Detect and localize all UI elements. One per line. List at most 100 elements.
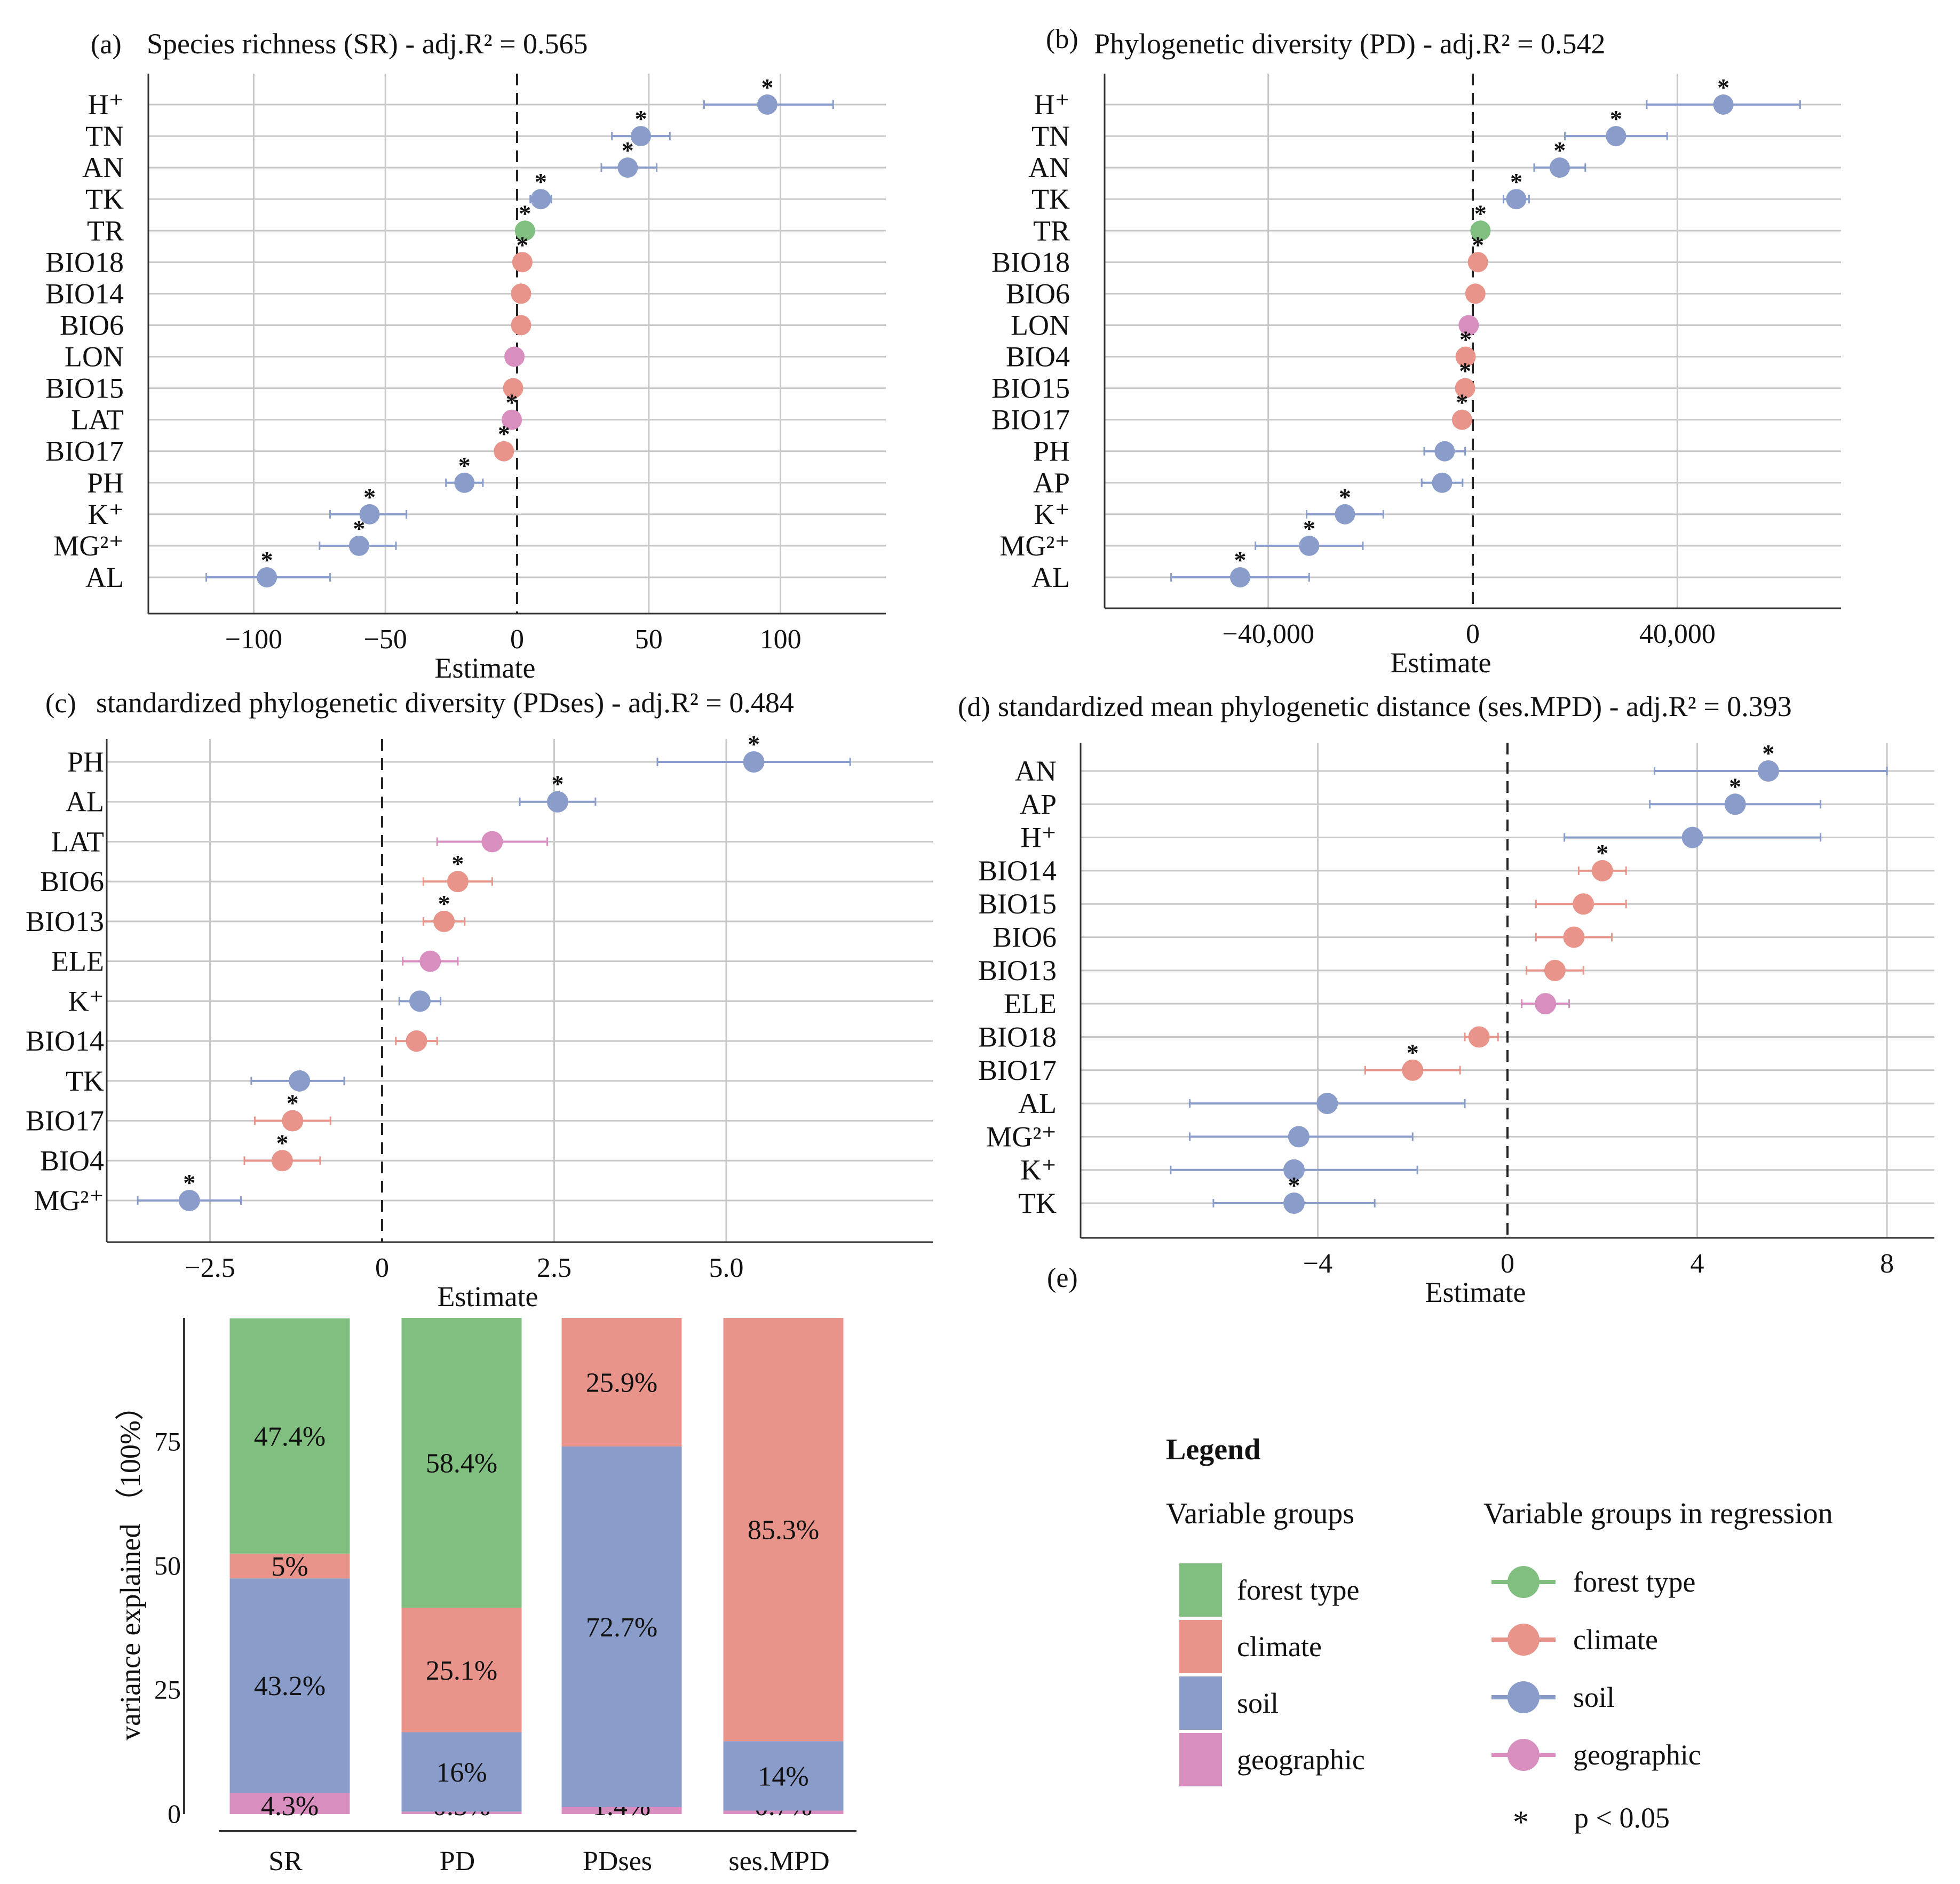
y-tick-label: BIO6 bbox=[60, 309, 124, 341]
legend-marker bbox=[1507, 1566, 1540, 1598]
estimate-point bbox=[1468, 1026, 1490, 1048]
estimate-point bbox=[1465, 283, 1486, 304]
estimate-point bbox=[743, 751, 765, 773]
significance-marker: * bbox=[1474, 200, 1487, 227]
estimate-point bbox=[1229, 567, 1250, 587]
y-tick-label: AN bbox=[1015, 755, 1057, 787]
estimate-point bbox=[282, 1110, 304, 1132]
legend-swatch-label: climate bbox=[1237, 1631, 1322, 1663]
estimate-point bbox=[530, 189, 551, 210]
estimate-point bbox=[1549, 157, 1570, 178]
legend-sig-symbol: * bbox=[1513, 1804, 1529, 1840]
bar-segment bbox=[561, 1318, 682, 1446]
estimate-point bbox=[1316, 1093, 1338, 1115]
panel-b-tag: (b) bbox=[1046, 24, 1078, 54]
y-tick-label: BIO4 bbox=[40, 1144, 104, 1176]
estimate-point bbox=[1470, 220, 1491, 241]
bar-value-label: 43.2% bbox=[254, 1671, 326, 1702]
estimate-point bbox=[1455, 378, 1475, 399]
y-tick-label: PH bbox=[67, 746, 104, 778]
panel-b-title: Phylogenetic diversity (PD) - adj.R² = 0… bbox=[1094, 28, 1606, 60]
x-tick-label: 0 bbox=[1466, 619, 1480, 649]
significance-marker: * bbox=[1510, 168, 1522, 195]
legend-swatch-label: geographic bbox=[1237, 1744, 1365, 1776]
bar-segment bbox=[401, 1811, 522, 1814]
significance-marker: * bbox=[1234, 546, 1246, 574]
estimate-point bbox=[512, 252, 533, 273]
significance-marker: * bbox=[519, 200, 531, 227]
y-tick-label: K⁺ bbox=[68, 985, 105, 1017]
estimate-point bbox=[511, 315, 531, 336]
y-tick-label: LON bbox=[1011, 309, 1070, 341]
panel-c: (c) standardized phylogenetic diversity … bbox=[26, 687, 933, 1313]
y-tick-label: TN bbox=[85, 120, 124, 152]
y-tick-label: 0 bbox=[168, 1799, 181, 1829]
x-tick-label: SR bbox=[268, 1846, 303, 1877]
estimate-point bbox=[481, 831, 503, 853]
x-tick-label: 0 bbox=[510, 624, 524, 655]
significance-marker: * bbox=[1339, 483, 1351, 511]
estimate-point bbox=[1713, 94, 1734, 115]
y-tick-label: BIO14 bbox=[26, 1025, 104, 1057]
y-tick-label: BIO14 bbox=[978, 855, 1057, 887]
legend-col2-heading: Variable groups in regression bbox=[1483, 1497, 1833, 1530]
estimate-point bbox=[1757, 760, 1779, 782]
bar-segment bbox=[723, 1741, 844, 1811]
legend-swatch-label: soil bbox=[1237, 1687, 1279, 1719]
legend: Legend Variable groups Variable groups i… bbox=[1166, 1433, 1833, 1840]
legend-swatch bbox=[1179, 1733, 1222, 1786]
bar-segment bbox=[229, 1793, 350, 1814]
y-tick-label: 25 bbox=[154, 1675, 181, 1705]
bar-value-label: 47.4% bbox=[254, 1421, 326, 1452]
y-tick-label: AL bbox=[1031, 561, 1070, 593]
estimate-point bbox=[289, 1070, 311, 1092]
legend-marker-label: geographic bbox=[1573, 1739, 1701, 1771]
panel-c-title: standardized phylogenetic diversity (PDs… bbox=[96, 687, 794, 719]
estimate-point bbox=[359, 504, 380, 524]
significance-marker: * bbox=[551, 770, 564, 798]
x-tick-label: 0 bbox=[375, 1253, 389, 1283]
y-tick-label: BIO6 bbox=[40, 865, 104, 897]
x-tick-label: 8 bbox=[1880, 1249, 1894, 1279]
panel-a-plot: −100 −50 0 50 100 Estimate H⁺ * TN * AN * TK * TR * BIO1… bbox=[45, 74, 886, 684]
y-tick-label: BIO4 bbox=[1006, 341, 1070, 373]
significance-marker: * bbox=[506, 389, 518, 416]
significance-marker: * bbox=[1288, 1172, 1300, 1199]
y-tick-label: BIO14 bbox=[45, 277, 124, 309]
x-axis-title: Estimate bbox=[1391, 647, 1491, 679]
panel-d-tag: (d) bbox=[958, 692, 990, 722]
estimate-point bbox=[1681, 826, 1703, 848]
y-tick-label: AP bbox=[1033, 467, 1070, 499]
estimate-point bbox=[1573, 893, 1594, 915]
y-tick-label: LAT bbox=[51, 825, 104, 857]
legend-col1-heading: Variable groups bbox=[1166, 1497, 1354, 1530]
estimate-point bbox=[1402, 1059, 1424, 1081]
panel-c-plot: −2.5 0 2.5 5.0 Estimate PH * AL * LAT BIO6 * BIO13 * E… bbox=[26, 730, 933, 1313]
significance-marker: * bbox=[1717, 74, 1729, 101]
estimate-point bbox=[1544, 959, 1566, 981]
y-tick-label: TR bbox=[1033, 214, 1070, 247]
significance-marker: * bbox=[1407, 1039, 1419, 1066]
y-tick-label: MG²⁺ bbox=[999, 530, 1070, 562]
y-tick-label: AN bbox=[82, 152, 124, 184]
legend-marker bbox=[1507, 1681, 1540, 1713]
y-tick-label: MG²⁺ bbox=[34, 1185, 104, 1217]
estimate-point bbox=[1606, 126, 1626, 147]
significance-marker: * bbox=[622, 137, 634, 164]
bar-value-label: 16% bbox=[436, 1758, 487, 1788]
y-tick-label: BIO17 bbox=[991, 404, 1070, 436]
estimate-point bbox=[504, 346, 525, 367]
bar-value-label: 14% bbox=[758, 1761, 808, 1792]
significance-marker: * bbox=[276, 1129, 288, 1156]
panel-b: (b) Phylogenetic diversity (PD) - adj.R²… bbox=[991, 24, 1841, 679]
legend-sig-label: p < 0.05 bbox=[1574, 1802, 1670, 1834]
y-tick-label: ELE bbox=[1004, 988, 1057, 1020]
estimate-point bbox=[757, 94, 777, 115]
significance-marker: * bbox=[761, 74, 773, 101]
estimate-point bbox=[502, 409, 522, 430]
y-tick-label: MG²⁺ bbox=[53, 530, 124, 562]
significance-marker: * bbox=[1303, 515, 1315, 542]
x-tick-label: PDses bbox=[583, 1846, 652, 1877]
x-tick-label: PD bbox=[440, 1846, 475, 1877]
y-tick-label: K⁺ bbox=[1021, 1154, 1057, 1186]
